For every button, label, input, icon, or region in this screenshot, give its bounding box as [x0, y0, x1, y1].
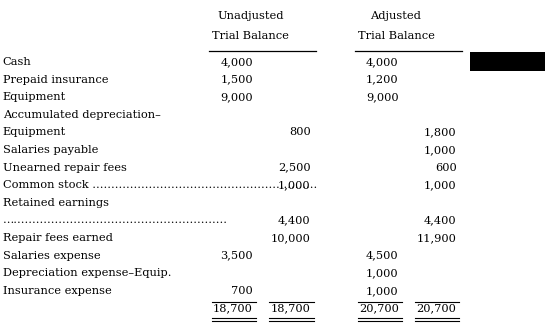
Text: 4,400: 4,400: [424, 215, 456, 226]
Text: 20,700: 20,700: [359, 304, 399, 314]
Text: 9,000: 9,000: [221, 92, 253, 102]
Text: Trial Balance: Trial Balance: [212, 31, 289, 41]
Text: 4,500: 4,500: [366, 251, 399, 261]
Text: Repair fees earned: Repair fees earned: [3, 233, 113, 243]
Text: 1,000: 1,000: [278, 180, 311, 190]
Text: ……………………………………………………: ……………………………………………………: [3, 215, 228, 226]
Text: Accumulated depreciation–: Accumulated depreciation–: [3, 110, 161, 120]
Text: 4,400: 4,400: [278, 215, 311, 226]
Text: 11,900: 11,900: [417, 233, 456, 243]
Text: 4,000: 4,000: [366, 57, 399, 67]
Text: 800: 800: [289, 127, 311, 138]
Text: 18,700: 18,700: [271, 304, 311, 314]
Text: Depreciation expense–Equip.: Depreciation expense–Equip.: [3, 268, 171, 278]
Text: Insurance expense: Insurance expense: [3, 286, 112, 296]
Text: Unadjusted: Unadjusted: [217, 11, 283, 22]
Text: Unearned repair fees: Unearned repair fees: [3, 163, 126, 173]
Bar: [470, 52, 544, 71]
Text: 1,000: 1,000: [424, 145, 456, 155]
Text: 1,000: 1,000: [366, 268, 399, 278]
Text: 1,800: 1,800: [424, 127, 456, 138]
Text: Adjusted: Adjusted: [371, 11, 421, 22]
Text: 1,200: 1,200: [366, 75, 399, 85]
Text: Common stock ……………………………………………………: Common stock ……………………………………………………: [3, 180, 317, 190]
Text: 1,500: 1,500: [221, 75, 253, 85]
Text: Salaries expense: Salaries expense: [3, 251, 100, 261]
Text: Cash: Cash: [3, 57, 31, 67]
Text: Prepaid insurance: Prepaid insurance: [3, 75, 108, 85]
Text: Equipment: Equipment: [3, 127, 66, 138]
Text: 700: 700: [231, 286, 253, 296]
Text: 2,500: 2,500: [278, 163, 311, 173]
Text: 18,700: 18,700: [213, 304, 253, 314]
Text: Retained earnings: Retained earnings: [3, 198, 109, 208]
Text: Trial Balance: Trial Balance: [358, 31, 434, 41]
Text: 1,000: 1,000: [366, 286, 399, 296]
Text: Equipment: Equipment: [3, 92, 66, 102]
Text: 4,000: 4,000: [221, 57, 253, 67]
Text: 10,000: 10,000: [271, 233, 311, 243]
Text: 1,000: 1,000: [424, 180, 456, 190]
Text: Salaries payable: Salaries payable: [3, 145, 98, 155]
Text: 600: 600: [434, 163, 456, 173]
Text: 20,700: 20,700: [417, 304, 456, 314]
Text: 3,500: 3,500: [221, 251, 253, 261]
Text: 9,000: 9,000: [366, 92, 399, 102]
